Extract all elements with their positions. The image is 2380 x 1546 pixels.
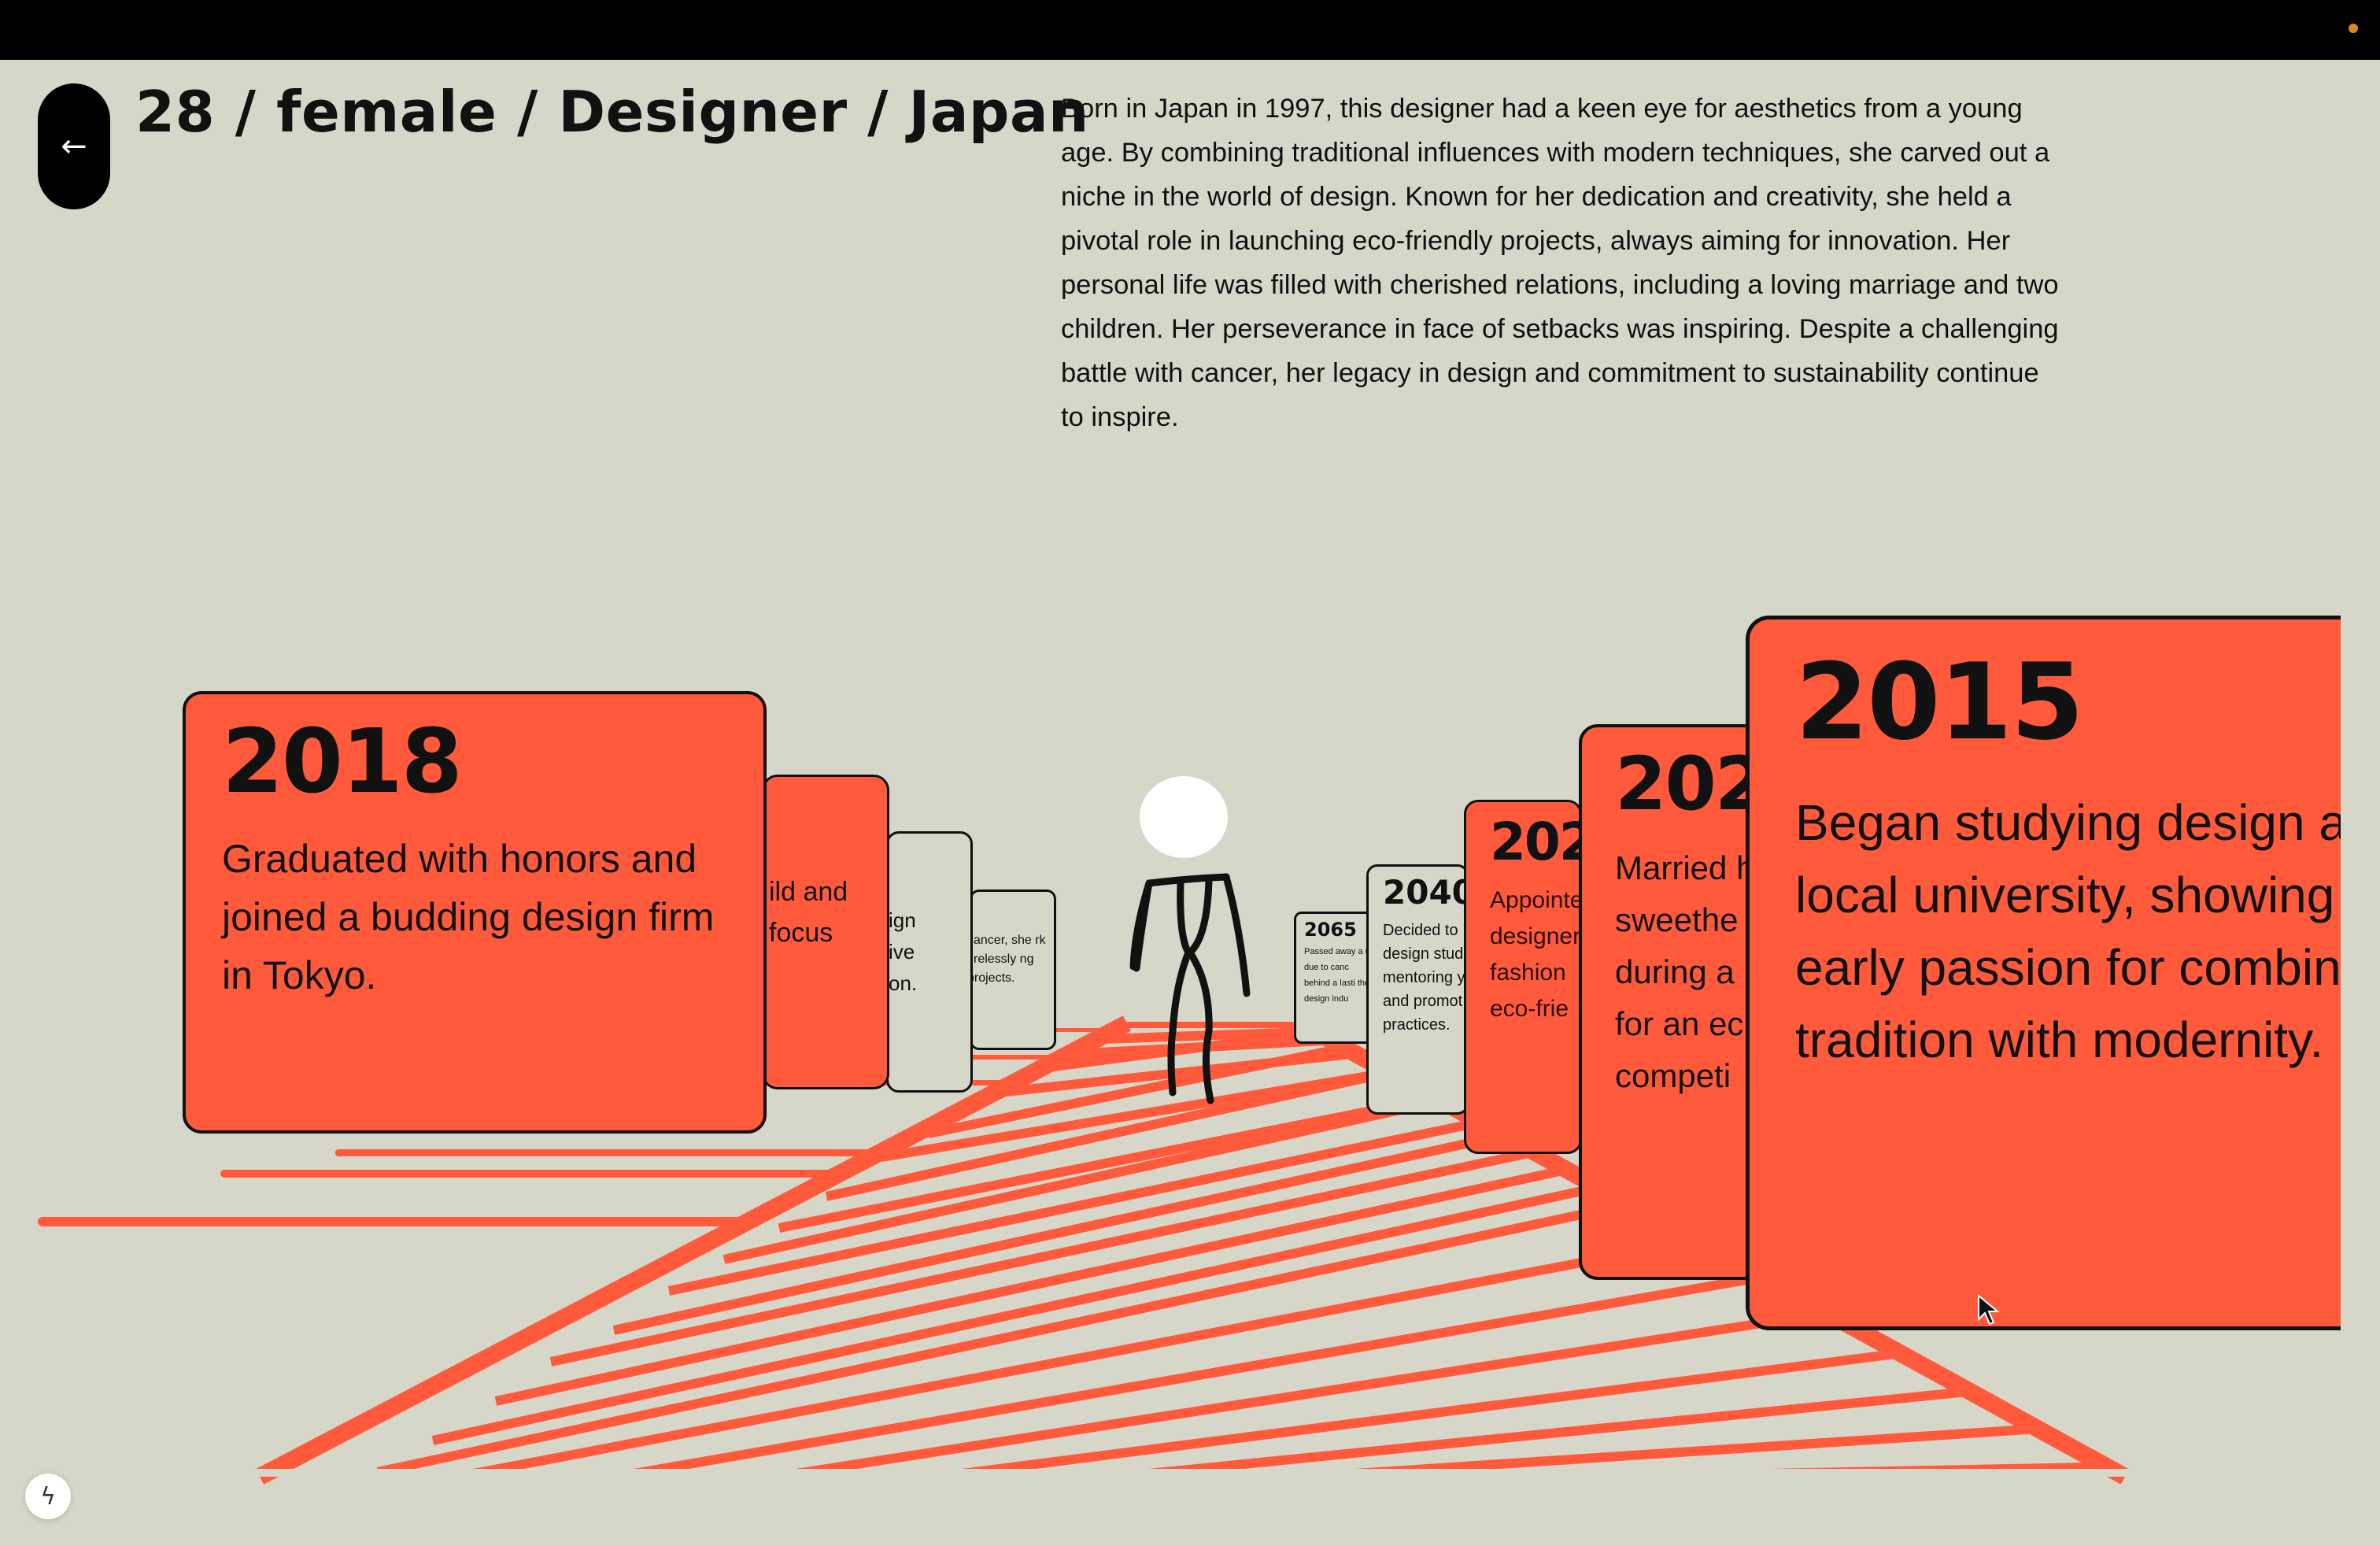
top-bar <box>0 0 2380 60</box>
back-button[interactable]: ← <box>38 83 110 209</box>
card-year: 202 <box>1615 742 1765 827</box>
status-dot <box>2349 24 2358 33</box>
card-text: ild and focus <box>769 877 848 948</box>
stick-figure <box>1129 776 1251 1104</box>
mouse-cursor-icon <box>1978 1294 2000 1326</box>
timeline-card-left-2[interactable]: ild and focus <box>762 775 889 1089</box>
card-text: Graduated with honors and joined a buddi… <box>222 837 715 997</box>
lightning-icon[interactable]: ϟ <box>25 1474 71 1519</box>
card-text: Began studying design at local universit… <box>1795 794 2341 1068</box>
timeline-card-2018[interactable]: 2018 Graduated with honors and joined a … <box>183 691 767 1134</box>
badge-glyph: ϟ <box>40 1482 56 1511</box>
timeline-card-left-3[interactable]: ign ive on. <box>886 831 973 1093</box>
page-title: 28 / female / Designer / Japan <box>135 79 1089 145</box>
timeline-card-202-a[interactable]: 202 Appointe designer fashion eco-frie <box>1464 800 1582 1154</box>
card-text: ign ive on. <box>889 908 918 995</box>
card-text: Appointe designer fashion eco-frie <box>1490 887 1582 1022</box>
card-text: Married h sweethe during a for an ec com… <box>1615 849 1755 1094</box>
timeline-card-2040[interactable]: 2040 Decided to design stud mentoring y … <box>1366 864 1469 1115</box>
arrow-left-icon: ← <box>61 128 87 165</box>
card-text: cancer, she rk tirelessly ng projects. <box>970 934 1046 985</box>
timeline-card-left-4[interactable]: cancer, she rk tirelessly ng projects. <box>970 890 1056 1050</box>
card-year: 2065 <box>1304 919 1357 941</box>
card-year: 202 <box>1490 812 1580 872</box>
timeline-card-2065[interactable]: 2065 Passed away a 68 due to canc behind… <box>1294 912 1376 1044</box>
card-year: 2015 <box>1795 641 2084 764</box>
bio-text: Born in Japan in 1997, this designer had… <box>1061 94 2059 432</box>
card-text: Passed away a 68 due to canc behind a la… <box>1304 947 1375 1004</box>
timeline-card-202-b[interactable]: 202 Married h sweethe during a for an ec… <box>1579 724 1768 1280</box>
card-year: 2040 <box>1383 873 1469 912</box>
card-text: Decided to design stud mentoring y and p… <box>1383 922 1465 1034</box>
timeline-card-2015[interactable]: 2015 Began studying design at local univ… <box>1746 616 2341 1330</box>
card-year: 2018 <box>222 711 463 813</box>
